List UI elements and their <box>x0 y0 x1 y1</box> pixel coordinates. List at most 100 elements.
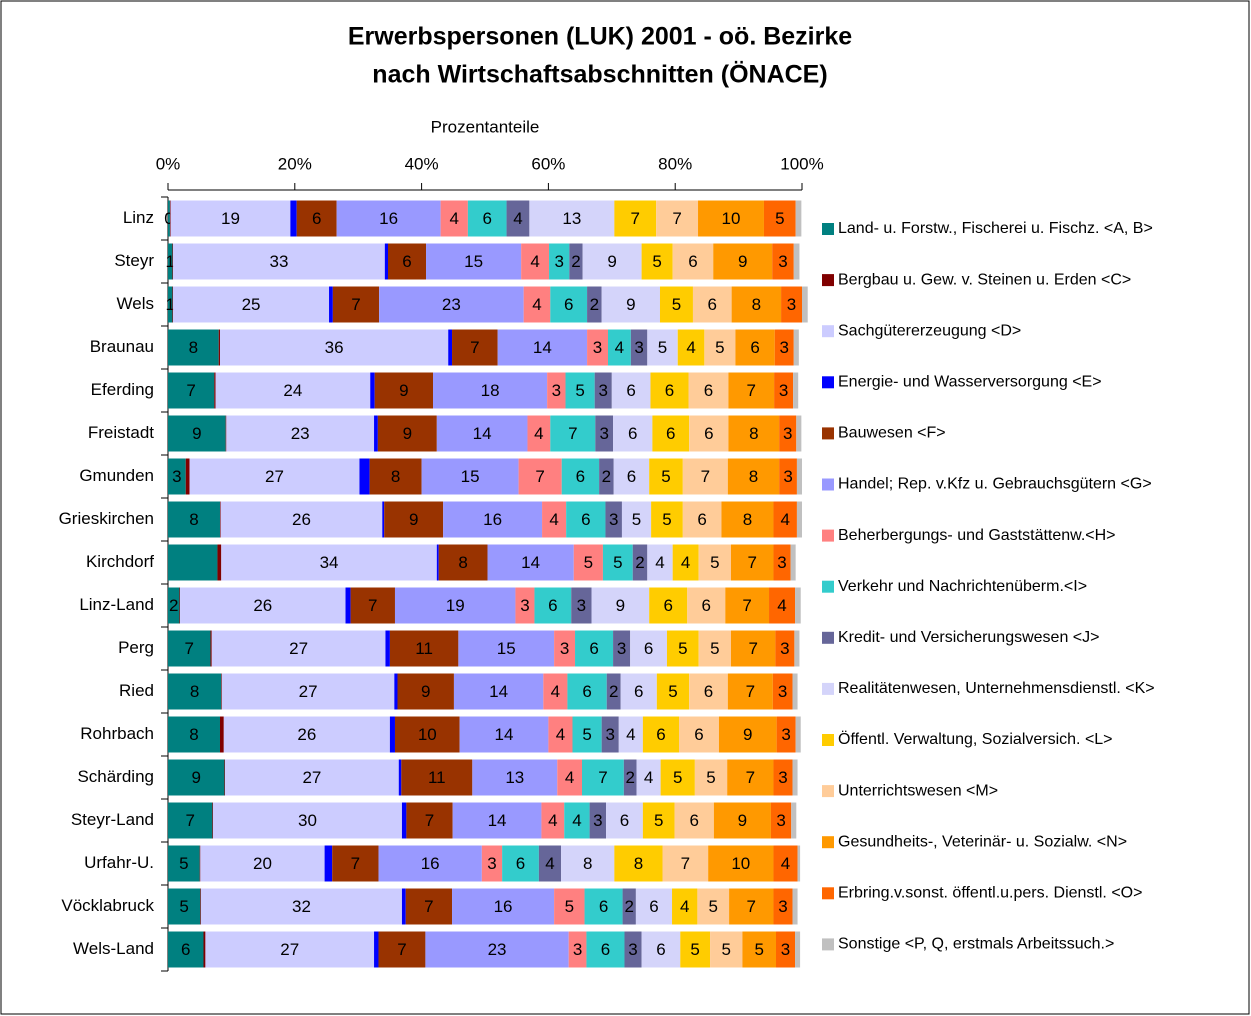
data-label: 5 <box>582 725 591 744</box>
bar-segment <box>694 759 728 796</box>
data-label: 9 <box>743 725 752 744</box>
x-tick-label: 40% <box>405 154 439 173</box>
data-label: 7 <box>747 897 756 916</box>
data-label: 18 <box>481 381 500 400</box>
bar-segment <box>436 415 528 452</box>
data-label: 5 <box>690 940 699 959</box>
data-label: 26 <box>292 510 311 529</box>
bar-segment <box>487 544 574 581</box>
bar-segment <box>168 931 204 968</box>
data-label: 7 <box>568 424 577 443</box>
bar-segment <box>550 286 588 323</box>
bar-segment <box>168 458 186 495</box>
data-label: 9 <box>409 510 418 529</box>
data-label: 6 <box>581 510 590 529</box>
bar-segment <box>452 329 498 366</box>
bar-segment <box>770 802 792 839</box>
bar-segment <box>795 716 801 753</box>
bar-segment <box>698 630 731 667</box>
data-label: 7 <box>424 897 433 916</box>
data-label: 3 <box>520 596 529 615</box>
bar-segment <box>647 544 673 581</box>
y-tick-label: Kirchdorf <box>86 552 154 571</box>
data-label: 24 <box>283 381 302 400</box>
y-tick-label: Vöcklabruck <box>61 896 154 915</box>
data-label: 3 <box>609 510 618 529</box>
data-label: 19 <box>446 596 465 615</box>
legend-label: Sachgütererzeugung <D> <box>838 322 1021 339</box>
data-label: 6 <box>548 596 557 615</box>
bar-segment <box>622 888 636 925</box>
bar-segment <box>168 329 219 366</box>
legend-swatch <box>822 376 834 389</box>
bar-segment <box>405 888 453 925</box>
data-label: 16 <box>483 510 502 529</box>
bar-segment <box>672 544 699 581</box>
bar-segment <box>219 716 224 753</box>
bar-segment <box>394 673 398 710</box>
bar-segment <box>506 200 530 237</box>
bar-segment <box>713 802 771 839</box>
data-label: 6 <box>665 381 674 400</box>
bar-segment <box>792 888 798 925</box>
bar-segment <box>572 716 602 753</box>
bar-segment <box>569 243 583 280</box>
bar-segment <box>697 888 730 925</box>
bar-segment <box>679 716 719 753</box>
bar-segment <box>605 501 622 538</box>
bar-segment <box>332 845 379 882</box>
data-label: 10 <box>722 209 741 228</box>
bar-segment <box>168 759 225 796</box>
data-label: 3 <box>779 381 788 400</box>
legend-label: Sonstige <P, Q, erstmals Arbeitssuch.> <box>838 936 1114 953</box>
bar-segment <box>219 329 449 366</box>
data-label: 6 <box>620 811 629 830</box>
bar-segment <box>601 716 619 753</box>
bar-segment <box>541 802 565 839</box>
data-label: 3 <box>778 897 787 916</box>
data-label: 7 <box>535 467 544 486</box>
bar-segment <box>200 845 325 882</box>
bar-segment <box>481 845 503 882</box>
bar-segment <box>443 501 543 538</box>
bar-segment <box>290 200 297 237</box>
bar-segment <box>682 501 722 538</box>
bar-segment <box>296 200 337 237</box>
bar-segment <box>453 673 544 710</box>
data-label: 8 <box>583 854 592 873</box>
bar-segment <box>727 458 780 495</box>
data-label: 9 <box>403 424 412 443</box>
data-label: 27 <box>280 940 299 959</box>
data-label: 4 <box>780 510 789 529</box>
data-label: 15 <box>461 467 480 486</box>
data-label: 9 <box>192 424 201 443</box>
bar-segment <box>377 415 437 452</box>
bar-segment <box>795 587 801 624</box>
data-label: 6 <box>644 639 653 658</box>
bar-segment <box>725 587 770 624</box>
legend-swatch <box>822 682 834 695</box>
data-label: 4 <box>534 424 543 443</box>
bar-segment <box>221 673 222 710</box>
bar-segment <box>704 329 736 366</box>
bar-segment <box>389 630 459 667</box>
bar-segment <box>728 415 780 452</box>
data-label: 5 <box>710 639 719 658</box>
bar-segment <box>729 888 774 925</box>
data-label: 3 <box>778 768 787 787</box>
bar-segment <box>763 200 796 237</box>
data-label: 7 <box>425 811 434 830</box>
data-label: 6 <box>601 940 610 959</box>
data-label: 3 <box>577 596 586 615</box>
bar-segment <box>168 802 213 839</box>
bar-segment <box>656 200 699 237</box>
bar-segment <box>656 673 690 710</box>
bar-segment <box>659 286 693 323</box>
bar-segment <box>672 243 714 280</box>
data-label: 19 <box>221 209 240 228</box>
bar-segment <box>769 587 796 624</box>
data-label: 4 <box>551 682 560 701</box>
legend-label: Realitätenwesen, Unternehmensdienstl. <K… <box>838 680 1155 697</box>
legend-label: Land- u. Forstw., Fischerei u. Fischz. <… <box>838 220 1153 237</box>
bar-segment <box>606 802 643 839</box>
